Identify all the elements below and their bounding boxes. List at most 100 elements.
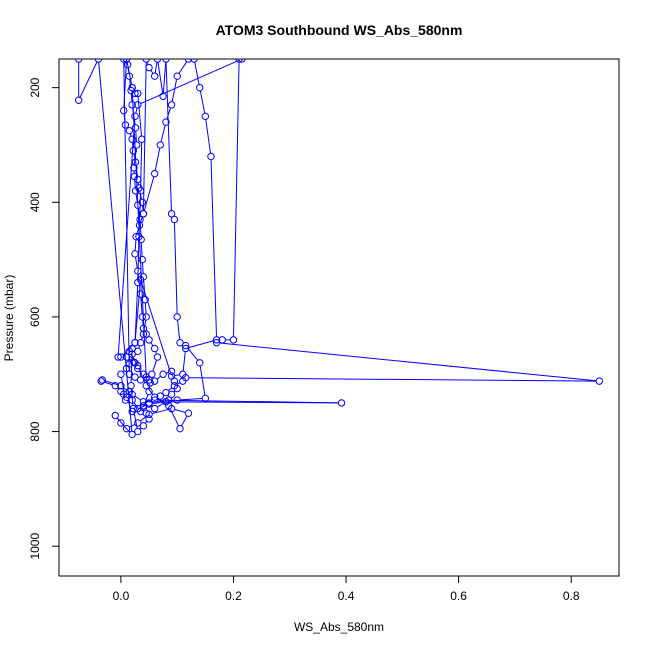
data-point [139,210,148,218]
data-point [229,336,238,344]
data-point [134,101,142,109]
series-segment [143,375,150,379]
data-point [181,341,190,350]
series-segment [165,62,172,211]
data-point [117,419,125,427]
data-point [176,424,184,433]
data-point [136,215,144,224]
data-point [132,141,141,149]
series-segment [194,62,200,85]
data-point [238,59,246,63]
x-tick-label: 0.2 [225,589,242,603]
data-point [150,404,159,413]
data-point [125,360,134,368]
series-segment [135,256,138,268]
data-point [150,72,159,80]
data-point [121,396,130,404]
series-segment [171,374,174,379]
data-point [167,372,176,380]
data-point [139,398,148,406]
series-segment [157,62,164,94]
series-segment [140,242,143,257]
series-segment [180,398,203,401]
data-point [125,72,134,80]
series-segment [142,320,144,326]
data-point [134,364,142,373]
series-segment [98,62,133,432]
data-point [136,290,145,298]
series-segment [187,347,199,361]
series-segment [168,387,173,391]
data-point [123,61,132,69]
data-point [142,313,150,321]
data-point [117,382,125,390]
series-segment [199,365,206,396]
x-tick-label: 0.0 [113,589,130,603]
chart-title: ATOM3 Southbound WS_Abs_580nm [216,22,463,38]
data-point [218,336,226,344]
data-point [74,96,83,104]
series-segment [129,79,132,88]
data-point [201,112,210,121]
series-segment [188,340,214,349]
series-segment [156,375,161,380]
data-point [150,396,159,404]
data-point [135,221,144,229]
data-point [134,347,142,356]
series-segment [135,107,138,114]
data-point [150,344,159,353]
data-point [117,353,125,361]
data-point [134,201,142,209]
data-point [141,296,149,304]
data-point [131,112,139,121]
series-segment [140,216,143,223]
data-point [131,339,139,347]
x-axis-label: WS_Abs_580nm [294,620,384,634]
series-segment [135,130,137,142]
data-point [150,169,159,178]
data-point [235,59,243,63]
data-point [127,382,135,390]
data-point [131,124,140,132]
y-tick-label: 400 [28,192,42,212]
series-segment [199,90,206,114]
data-point [337,399,346,407]
series-segment [169,408,180,427]
series-segment [144,302,147,314]
data-point [128,83,136,92]
y-tick-label: 800 [28,421,42,441]
data-point [146,379,154,387]
series-segment [150,70,154,74]
data-point [173,384,181,393]
data-point [156,141,165,149]
series-segment [104,381,113,386]
data-point [181,344,190,353]
series-0 [74,59,604,439]
data-point [125,126,134,135]
series-segment [181,415,188,427]
data-point [145,399,153,407]
series-segment [142,262,144,274]
data-point [134,427,142,436]
data-point [142,59,150,63]
series-segment [137,96,142,137]
data-point [162,118,170,126]
data-point [167,210,176,218]
series-segment [160,125,166,142]
data-point [130,358,138,366]
data-point [196,359,204,367]
y-tick-label: 1000 [28,533,42,560]
data-point [129,404,137,413]
data-point [138,313,146,321]
series-segment [219,342,597,382]
data-point [136,275,145,284]
data-point [179,370,187,378]
data-point [122,424,131,433]
data-point [167,390,176,399]
data-point [142,373,150,381]
data-point [145,387,153,396]
series-segment [140,297,143,314]
data-point [153,59,162,63]
series-segment [131,90,147,374]
series-segment [127,67,130,74]
